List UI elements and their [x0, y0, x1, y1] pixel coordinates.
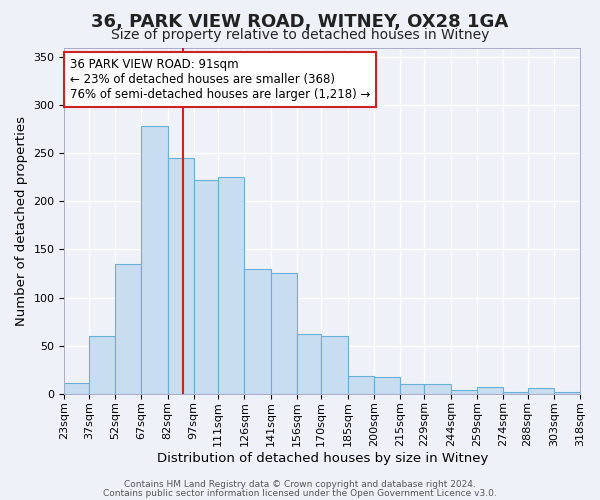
Bar — [322, 336, 347, 394]
Bar — [194, 180, 218, 394]
Bar — [142, 126, 167, 394]
Bar — [424, 384, 451, 394]
Bar — [244, 268, 271, 394]
Bar — [64, 383, 89, 394]
Bar — [218, 178, 244, 394]
Bar — [400, 384, 424, 394]
Bar — [527, 388, 554, 394]
Bar — [167, 158, 194, 394]
Text: Size of property relative to detached houses in Witney: Size of property relative to detached ho… — [111, 28, 489, 42]
Bar — [477, 387, 503, 394]
Text: Contains public sector information licensed under the Open Government Licence v3: Contains public sector information licen… — [103, 488, 497, 498]
Text: 36 PARK VIEW ROAD: 91sqm
← 23% of detached houses are smaller (368)
76% of semi-: 36 PARK VIEW ROAD: 91sqm ← 23% of detach… — [70, 58, 370, 101]
Text: Contains HM Land Registry data © Crown copyright and database right 2024.: Contains HM Land Registry data © Crown c… — [124, 480, 476, 489]
Bar — [554, 392, 580, 394]
Bar — [115, 264, 142, 394]
Bar — [297, 334, 322, 394]
Bar — [271, 274, 297, 394]
X-axis label: Distribution of detached houses by size in Witney: Distribution of detached houses by size … — [157, 452, 488, 465]
Bar — [451, 390, 477, 394]
Bar — [503, 392, 527, 394]
Y-axis label: Number of detached properties: Number of detached properties — [15, 116, 28, 326]
Bar — [89, 336, 115, 394]
Bar — [347, 376, 374, 394]
Bar — [374, 378, 400, 394]
Text: 36, PARK VIEW ROAD, WITNEY, OX28 1GA: 36, PARK VIEW ROAD, WITNEY, OX28 1GA — [91, 12, 509, 30]
